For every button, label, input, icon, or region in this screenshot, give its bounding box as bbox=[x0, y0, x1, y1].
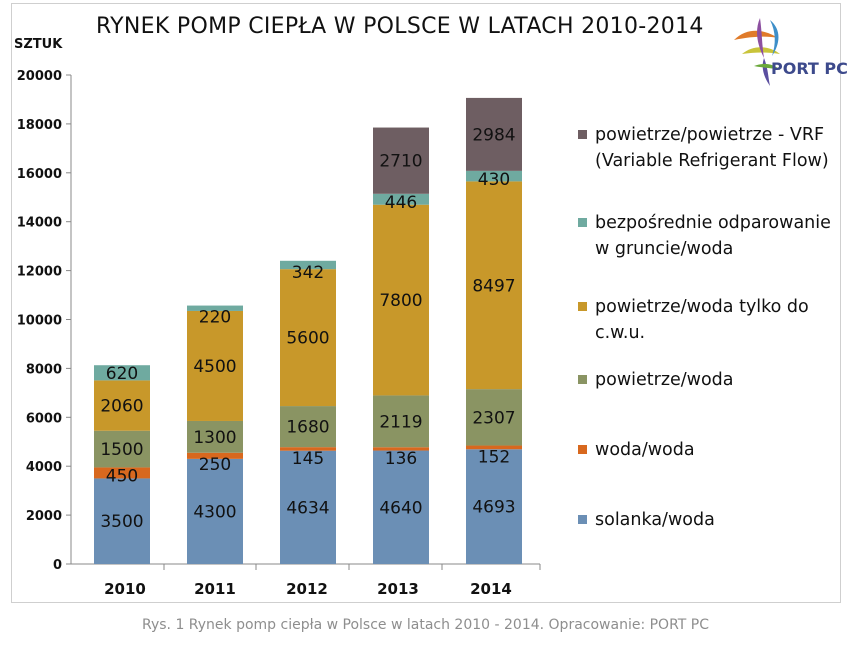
y-tick-label: 20000 bbox=[17, 69, 62, 84]
y-tick-label: 8000 bbox=[26, 362, 62, 377]
bar-data-label: 2119 bbox=[379, 412, 422, 432]
bar-segment bbox=[94, 430, 150, 468]
bar-segment bbox=[373, 450, 429, 564]
bar-segment bbox=[466, 170, 522, 182]
bar-data-label: 136 bbox=[385, 449, 417, 469]
y-tick-label: 10000 bbox=[17, 314, 62, 329]
bar-segment bbox=[187, 420, 243, 453]
bar-segment bbox=[466, 445, 522, 450]
legend-label: bezpośrednie odparowanie w gruncie/woda bbox=[595, 213, 831, 259]
bar-segment bbox=[94, 365, 150, 381]
bar-data-label: 152 bbox=[478, 448, 510, 468]
legend-item: woda/woda bbox=[578, 437, 840, 463]
bar-data-label: 2307 bbox=[472, 408, 515, 428]
x-category-label: 2010 bbox=[104, 580, 146, 598]
bar-segment bbox=[373, 447, 429, 451]
y-tick-label: 6000 bbox=[26, 411, 62, 426]
bar-segment bbox=[187, 452, 243, 459]
bar-data-label: 250 bbox=[199, 455, 231, 475]
bar-data-label: 3500 bbox=[100, 512, 143, 532]
x-category-label: 2013 bbox=[377, 580, 419, 598]
bar-data-label: 8497 bbox=[472, 276, 515, 296]
bar-data-label: 2060 bbox=[100, 397, 143, 417]
chart-title: RYNEK POMP CIEPŁA W POLSCE W LATACH 2010… bbox=[96, 14, 704, 39]
bar-segment bbox=[280, 450, 336, 564]
legend-swatch bbox=[578, 445, 587, 454]
legend-item: powietrze/woda bbox=[578, 367, 840, 393]
legend-label: solanka/woda bbox=[595, 510, 715, 530]
figure-caption: Rys. 1 Rynek pomp ciepła w Polsce w lata… bbox=[142, 617, 709, 633]
bar-data-label: 450 bbox=[106, 466, 138, 486]
x-category-label: 2014 bbox=[470, 580, 512, 598]
bar-data-label: 1680 bbox=[286, 418, 329, 438]
x-category-label: 2012 bbox=[286, 580, 328, 598]
legend-item: solanka/woda bbox=[578, 507, 840, 533]
bar-data-label: 4640 bbox=[379, 498, 422, 518]
bar-data-label: 446 bbox=[385, 193, 417, 213]
chart-axes: 0 2000 4000 6000 8000 10000 12000 14000 16000 180… bbox=[17, 69, 541, 598]
y-tick-label: 18000 bbox=[17, 118, 62, 133]
bar-segment bbox=[187, 305, 243, 311]
legend-swatch bbox=[578, 302, 587, 311]
bar-segment bbox=[373, 193, 429, 205]
bar-segment bbox=[280, 269, 336, 407]
legend-item: bezpośrednie odparowanie w gruncie/woda bbox=[578, 210, 840, 262]
y-tick-label: 14000 bbox=[17, 216, 62, 231]
legend-swatch bbox=[578, 130, 587, 139]
y-tick-label: 12000 bbox=[17, 265, 62, 280]
bar-segment bbox=[187, 458, 243, 564]
bar-data-label: 5600 bbox=[286, 329, 329, 349]
bar-data-label: 1500 bbox=[100, 440, 143, 460]
bar-segment bbox=[466, 449, 522, 564]
logo-text: PORT PC bbox=[771, 59, 848, 78]
bar-segment bbox=[373, 204, 429, 396]
bar-segment bbox=[280, 406, 336, 448]
bar-data-label: 7800 bbox=[379, 291, 422, 311]
chart-bars bbox=[94, 97, 522, 564]
bar-data-label: 2984 bbox=[472, 125, 515, 145]
bar-data-label: 4300 bbox=[193, 502, 236, 522]
bar-data-label: 342 bbox=[292, 263, 324, 283]
bar-data-label: 145 bbox=[292, 449, 324, 469]
bar-segment bbox=[466, 389, 522, 446]
bar-data-label: 4634 bbox=[286, 498, 329, 518]
bar-segment bbox=[94, 380, 150, 431]
bar-segment bbox=[280, 447, 336, 451]
bar-data-label: 1300 bbox=[193, 428, 236, 448]
y-tick-label: 2000 bbox=[26, 509, 62, 524]
x-category-label: 2011 bbox=[194, 580, 236, 598]
port-pc-logo bbox=[724, 14, 844, 90]
bar-segment bbox=[94, 467, 150, 479]
bar-data-label: 2710 bbox=[379, 152, 422, 172]
legend-swatch bbox=[578, 375, 587, 384]
legend-label: woda/woda bbox=[595, 440, 695, 460]
bar-segment bbox=[373, 127, 429, 194]
bar-segment bbox=[466, 181, 522, 390]
legend-item: powietrze/powietrze - VRF (Variable Refr… bbox=[578, 122, 840, 174]
legend-swatch bbox=[578, 218, 587, 227]
bar-data-label: 220 bbox=[199, 308, 231, 328]
y-tick-label: 0 bbox=[53, 558, 62, 573]
bar-segment bbox=[187, 310, 243, 421]
y-tick-label: 16000 bbox=[17, 167, 62, 182]
bar-data-label: 430 bbox=[478, 170, 510, 190]
y-tick-label: 4000 bbox=[26, 460, 62, 475]
legend-label: powietrze/woda tylko do c.w.u. bbox=[595, 297, 809, 343]
legend-label: powietrze/powietrze - VRF (Variable Refr… bbox=[595, 125, 829, 171]
chart-data-labels: 3500 450 1500 2060 620 4300 250 1300 4500 220 4634… bbox=[100, 125, 515, 532]
bar-data-label: 4693 bbox=[472, 498, 515, 518]
bar-segment bbox=[373, 395, 429, 448]
legend-item: powietrze/woda tylko do c.w.u. bbox=[578, 294, 840, 346]
bar-data-label: 620 bbox=[106, 364, 138, 384]
legend-label: powietrze/woda bbox=[595, 370, 734, 390]
legend-swatch bbox=[578, 515, 587, 524]
bar-segment bbox=[94, 478, 150, 564]
bar-data-label: 4500 bbox=[193, 357, 236, 377]
y-axis-unit-label: SZTUK bbox=[14, 37, 63, 52]
bar-segment bbox=[280, 260, 336, 270]
logo-mark-icon bbox=[734, 18, 780, 86]
bar-segment bbox=[466, 97, 522, 171]
